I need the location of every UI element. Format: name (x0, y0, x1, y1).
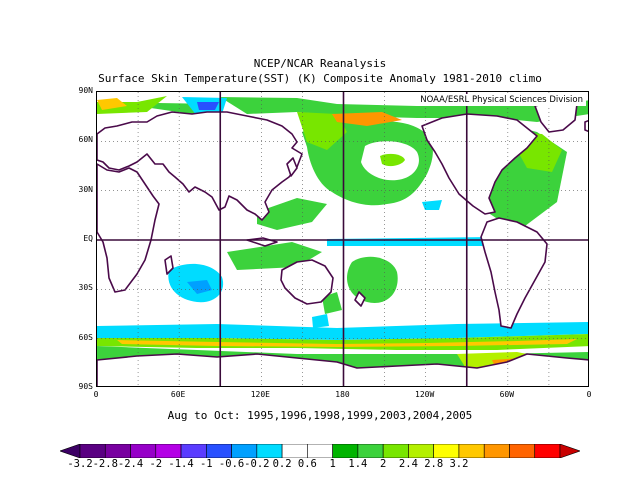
longitude-label: 60W (499, 390, 515, 399)
colorbar-swatch (483, 444, 510, 458)
coastline-japan (286, 157, 298, 177)
colorbar-label: 0.2 (272, 458, 292, 470)
anomaly-warm-region (97, 98, 127, 110)
latitude-label: 30N (78, 184, 93, 194)
latitude-label: EQ (83, 234, 93, 243)
anomaly-warm-region (257, 198, 327, 230)
colorbar-swatch (458, 444, 485, 458)
colorbar-label: -2 (149, 458, 163, 470)
colorbar-swatch (281, 444, 308, 458)
anomaly-cool-region (422, 200, 442, 210)
map-credit: NOAA/ESRL Physical Sciences Division (417, 94, 586, 106)
latitude-label: 60N (78, 135, 93, 145)
colorbar-label: 1.4 (348, 458, 368, 470)
chart-subtitle: Surface Skin Temperature(SST) (K) Compos… (98, 72, 542, 85)
colorbar-underflow (60, 444, 81, 458)
longitude-label: 0 (93, 390, 99, 399)
anomaly-map: NOAA/ESRL Physical Sciences Division (96, 91, 589, 387)
chart-title: NCEP/NCAR Reanalysis (253, 57, 387, 70)
anomaly-cool-region (187, 280, 212, 294)
colorbar-swatch (256, 444, 283, 458)
colorbar-swatch (534, 444, 561, 458)
colorbar-swatch (180, 444, 207, 458)
anomaly-warm-region (322, 292, 342, 314)
colorbar (60, 444, 580, 458)
anomaly-cool-region (312, 314, 329, 328)
colorbar-swatch (130, 444, 157, 458)
longitude-label: 120E (250, 390, 270, 399)
coastline-north-america (421, 113, 538, 215)
reference-lines (97, 92, 588, 386)
colorbar-swatch (332, 444, 359, 458)
composite-period: Aug to Oct: 1995,1996,1998,1999,2003,200… (167, 409, 473, 422)
colorbar-label: 3.2 (449, 458, 469, 470)
colorbar-label: -0.6 (218, 458, 245, 470)
coastline-eurasia (97, 111, 303, 221)
anomaly-warm-region (117, 339, 577, 347)
coastline-madagascar (164, 255, 174, 275)
latitude-label: 60S (78, 332, 93, 342)
longitude-label: 0 (586, 390, 592, 399)
colorbar-swatch (382, 444, 409, 458)
coastline-new-zealand (354, 291, 366, 307)
longitude-label: 60E (170, 390, 186, 399)
colorbar-label: -2.8 (92, 458, 118, 470)
colorbar-label: -0.2 (244, 458, 270, 470)
colorbar-swatch (509, 444, 536, 458)
longitude-label: 180 (335, 390, 350, 399)
colorbar-label: 2.4 (398, 458, 418, 470)
anomaly-cool-region (197, 102, 219, 110)
colorbar-label: -2.4 (117, 458, 144, 470)
colorbar-swatch (206, 444, 232, 458)
colorbar-label: 2 (379, 458, 387, 470)
colorbar-label: 1 (329, 458, 336, 470)
colorbar-swatch (231, 444, 258, 458)
colorbar-overflow (559, 444, 580, 458)
colorbar-label: 0.6 (297, 458, 317, 470)
colorbar-label: -3.2 (67, 458, 93, 470)
colorbar-label: -1 (199, 458, 213, 470)
colorbar-swatch (79, 444, 106, 458)
colorbar-swatch (155, 444, 182, 458)
colorbar-swatch (433, 444, 460, 458)
anomaly-warm-region (297, 112, 347, 150)
latitude-label: 30S (78, 283, 93, 293)
anomaly-warm-region (97, 96, 167, 114)
coastline-south-america (480, 217, 548, 329)
colorbar-label: 2.8 (424, 458, 444, 470)
latitude-label: 90N (78, 86, 93, 95)
anomaly-warm-region (347, 256, 398, 303)
latitude-label: 90S (78, 382, 93, 391)
colorbar-swatch (307, 444, 333, 458)
colorbar-label: -1.4 (168, 458, 194, 470)
colorbar-swatch (357, 444, 384, 458)
anomaly-warm-region (332, 112, 402, 126)
coastline-australia (280, 259, 334, 305)
anomaly-warm-region (380, 153, 405, 167)
coastline-uk (584, 119, 588, 133)
coastline-africa (97, 163, 160, 293)
colorbar-swatch (408, 444, 434, 458)
colorbar-swatch (104, 444, 131, 458)
longitude-label: 120W (415, 390, 435, 399)
map-canvas (97, 92, 588, 386)
